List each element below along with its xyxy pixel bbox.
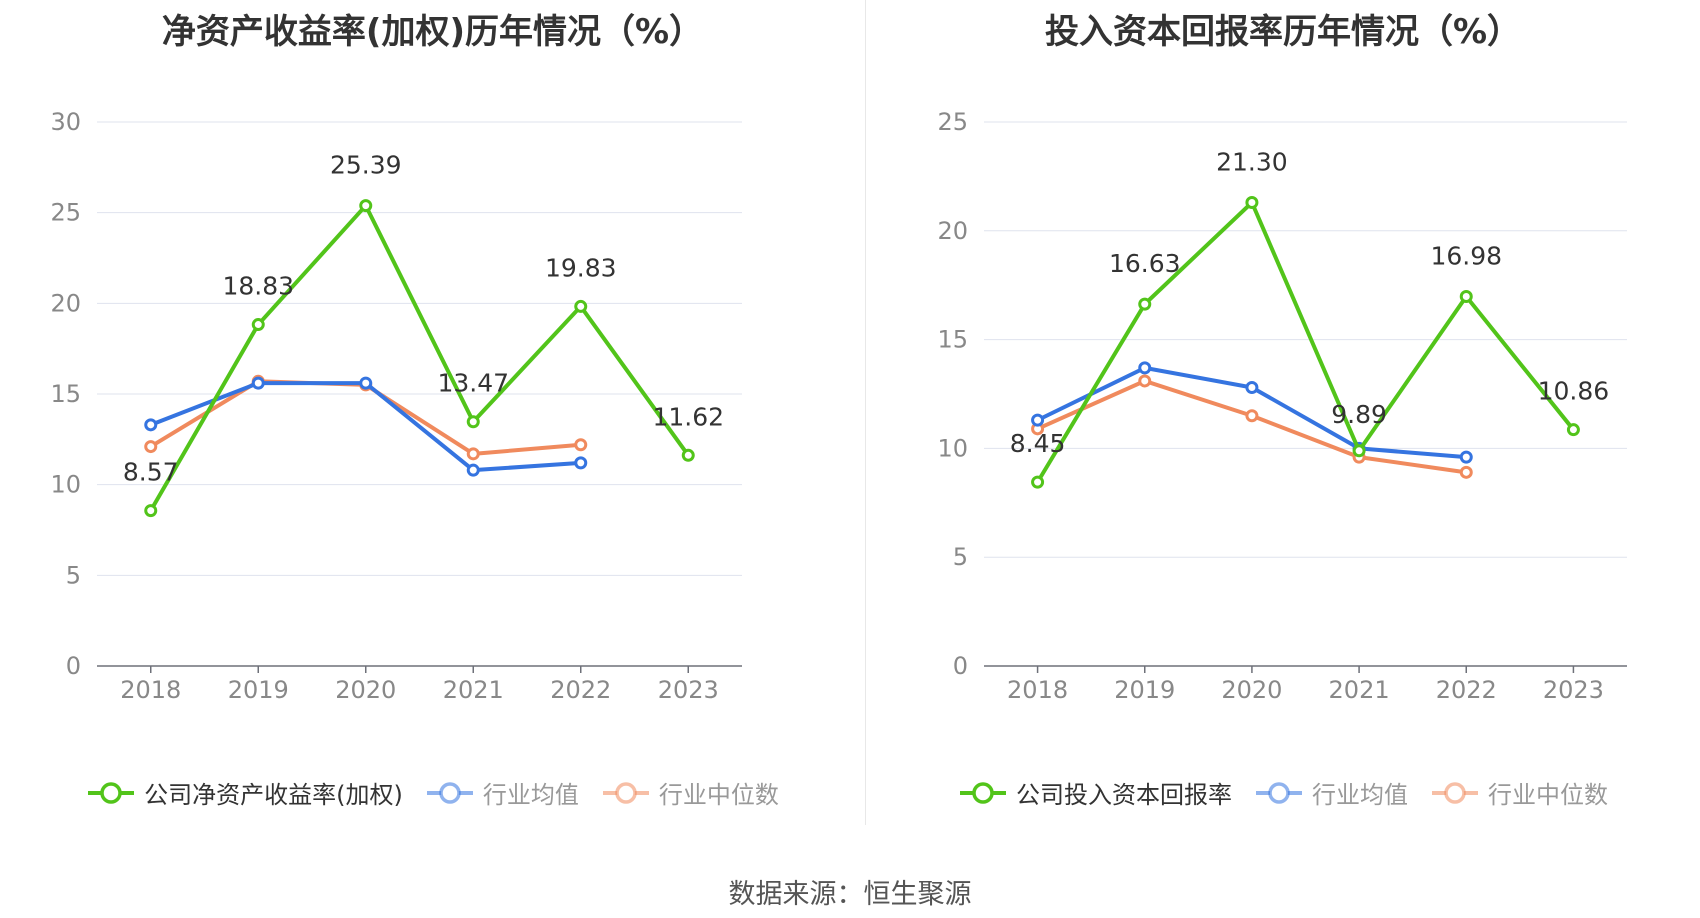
- chart-panel-roic: 投入资本回报率历年情况（%） 0 5 10 15 20 25 2018 2019 2020 202…: [866, 0, 1700, 830]
- data-label: 16.98: [1430, 242, 1502, 271]
- y-tick-label: 15: [937, 326, 968, 354]
- chart-panel-roe: 净资产收益率(加权)历年情况（%） 0 5 10 15 20 25 30 2018 2019 20…: [0, 0, 865, 830]
- y-tick-label: 5: [953, 543, 968, 571]
- y-tick-label: 25: [937, 108, 968, 136]
- series-line: [1035, 200, 1575, 484]
- panel-divider: [865, 0, 866, 825]
- chart-title-roe: 净资产收益率(加权)历年情况（%）: [161, 12, 704, 52]
- x-tick-label: 2019: [228, 676, 289, 704]
- data-point[interactable]: [144, 504, 158, 518]
- plot-area-roic: 0 5 10 15 20 25 2018 2019 2020 2021 2022 2023 8.45 16…: [937, 108, 1627, 704]
- data-point[interactable]: [144, 440, 158, 454]
- data-label: 10.86: [1538, 377, 1610, 406]
- data-point[interactable]: [466, 463, 480, 477]
- data-point[interactable]: [144, 418, 158, 432]
- x-tick-label: 2021: [1329, 676, 1390, 704]
- x-tick-label: 2022: [1436, 676, 1497, 704]
- data-point[interactable]: [1031, 413, 1045, 427]
- series-line: [149, 379, 581, 456]
- data-point[interactable]: [1459, 290, 1473, 304]
- y-tick-label: 10: [937, 434, 968, 462]
- legend-item[interactable]: 行业均值: [425, 775, 579, 810]
- legend-marker-icon: [960, 781, 1006, 804]
- data-point[interactable]: [1245, 409, 1259, 423]
- legend-label: 行业中位数: [658, 781, 779, 809]
- legend-item[interactable]: 行业中位数: [601, 775, 779, 810]
- data-label: 11.62: [652, 402, 724, 431]
- legend-marker-icon: [426, 781, 473, 804]
- data-label: 8.57: [123, 458, 179, 487]
- data-point[interactable]: [574, 456, 588, 470]
- y-tick-label: 5: [66, 561, 81, 589]
- data-point[interactable]: [1138, 374, 1152, 388]
- data-point[interactable]: [681, 448, 695, 462]
- data-label: 8.45: [1010, 429, 1066, 458]
- legend-marker-icon: [1432, 781, 1478, 804]
- data-point[interactable]: [251, 318, 265, 332]
- series-line: [1036, 378, 1467, 475]
- data-point[interactable]: [466, 447, 480, 461]
- x-tick-label: 2018: [120, 676, 181, 704]
- data-point[interactable]: [1031, 475, 1045, 489]
- data-label: 16.63: [1109, 249, 1181, 278]
- legend-item[interactable]: 公司投入资本回报率: [958, 775, 1232, 810]
- data-label: 21.30: [1216, 148, 1288, 177]
- data-source-note: 数据来源：恒生聚源: [728, 879, 972, 910]
- y-tick-label: 20: [937, 217, 968, 245]
- data-point[interactable]: [1245, 196, 1259, 210]
- data-point[interactable]: [1138, 297, 1152, 311]
- x-tick-label: 2019: [1114, 676, 1175, 704]
- data-label: 18.83: [222, 272, 294, 301]
- data-point[interactable]: [1459, 465, 1473, 479]
- legend-label: 行业中位数: [1488, 781, 1608, 809]
- x-tick-label: 2021: [443, 676, 504, 704]
- legend-marker-icon: [88, 781, 135, 804]
- y-tick-label: 10: [50, 471, 81, 499]
- legend-item[interactable]: 行业均值: [1254, 775, 1408, 810]
- data-point[interactable]: [1352, 444, 1366, 458]
- legend-item[interactable]: 行业中位数: [1430, 775, 1608, 810]
- chart-title-roic: 投入资本回报率历年情况（%）: [1044, 12, 1522, 52]
- legend-label: 行业均值: [1312, 781, 1408, 809]
- data-point[interactable]: [574, 299, 588, 313]
- x-tick-label: 2023: [1543, 676, 1604, 704]
- data-label: 25.39: [330, 151, 402, 180]
- x-tick-label: 2020: [335, 676, 396, 704]
- plot-area-roe: 0 5 10 15 20 25 30 2018 2019 2020 2021 2022 2023 8.57…: [50, 108, 742, 704]
- legend-marker-icon: [602, 781, 649, 804]
- series-line: [149, 203, 690, 512]
- data-label: 19.83: [545, 253, 617, 282]
- data-point[interactable]: [251, 376, 265, 390]
- x-tick-label: 2018: [1007, 676, 1068, 704]
- y-tick-label: 30: [50, 108, 81, 136]
- data-label: 9.89: [1331, 400, 1387, 429]
- legend-roe: 公司净资产收益率(加权) 行业均值 行业中位数: [0, 775, 865, 810]
- legend-label: 行业均值: [482, 781, 579, 809]
- legend-label: 公司投入资本回报率: [1016, 781, 1232, 809]
- legend-item[interactable]: 公司净资产收益率(加权): [86, 775, 403, 810]
- legend-marker-icon: [1256, 781, 1302, 804]
- y-tick-label: 20: [50, 289, 81, 317]
- legend-roic: 公司投入资本回报率 行业均值 行业中位数: [866, 775, 1700, 810]
- data-point[interactable]: [359, 199, 373, 213]
- y-tick-label: 25: [50, 199, 81, 227]
- data-point[interactable]: [466, 415, 480, 429]
- x-tick-label: 2023: [658, 676, 719, 704]
- y-tick-label: 15: [50, 380, 81, 408]
- data-point[interactable]: [1245, 380, 1259, 394]
- legend-label: 公司净资产收益率(加权): [144, 781, 403, 809]
- data-label: 13.47: [437, 369, 509, 398]
- data-point[interactable]: [1566, 423, 1580, 437]
- x-tick-label: 2020: [1221, 676, 1282, 704]
- y-tick-label: 0: [66, 652, 81, 680]
- data-point[interactable]: [1459, 450, 1473, 464]
- data-point[interactable]: [574, 438, 588, 452]
- data-point[interactable]: [1138, 361, 1152, 375]
- x-tick-label: 2022: [550, 676, 611, 704]
- y-tick-label: 0: [953, 652, 968, 680]
- data-point[interactable]: [359, 376, 373, 390]
